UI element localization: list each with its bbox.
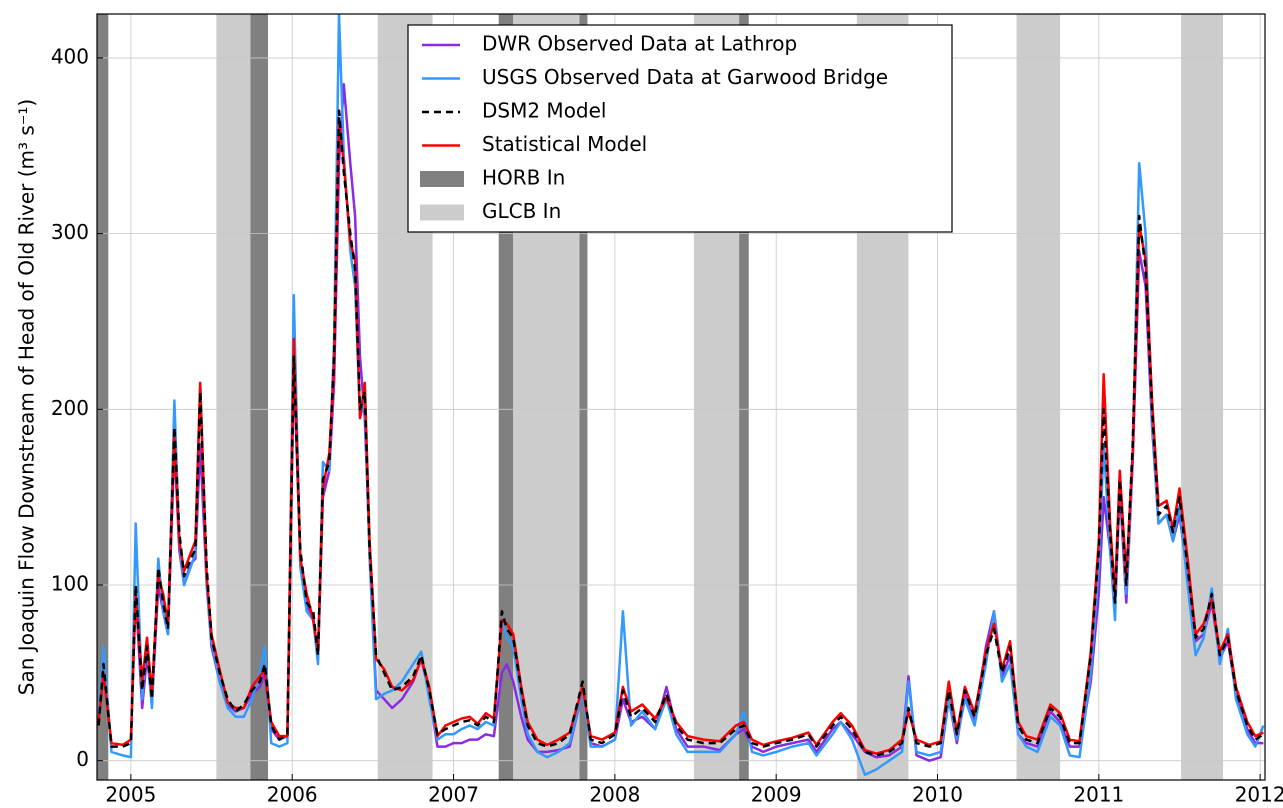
band — [739, 14, 749, 780]
series-line — [134, 83, 1264, 762]
band — [97, 14, 109, 780]
legend-label: USGS Observed Data at Garwood Bridge — [482, 65, 888, 89]
legend-label: HORB In — [482, 166, 565, 190]
series-line — [97, 14, 1265, 776]
band — [216, 14, 251, 780]
x-tick-label: 2008 — [589, 783, 640, 807]
legend-swatch — [420, 171, 464, 187]
x-tick-label: 2009 — [751, 783, 802, 807]
legend-swatch — [420, 204, 464, 221]
y-axis-title: San Joaquin Flow Downstream of Head of O… — [15, 99, 39, 695]
plot-frame — [96, 13, 1266, 781]
y-tick-label: 100 — [51, 571, 89, 595]
x-tick-label: 2012 — [1235, 783, 1283, 807]
series-line — [97, 109, 1265, 757]
x-tick-label: 2005 — [105, 783, 156, 807]
x-tick-label: 2007 — [428, 783, 479, 807]
y-tick-label: 0 — [76, 747, 89, 771]
band — [579, 14, 588, 780]
y-tick-label: 300 — [51, 220, 89, 244]
band — [1181, 14, 1224, 780]
y-tick-label: 200 — [51, 396, 89, 420]
x-tick-label: 2010 — [912, 783, 963, 807]
x-tick-label: 2011 — [1073, 783, 1124, 807]
band — [1016, 14, 1061, 780]
y-tick-label: 400 — [51, 44, 89, 68]
legend-box — [407, 24, 953, 233]
legend-label: DWR Observed Data at Lathrop — [482, 32, 797, 56]
band — [250, 14, 269, 780]
legend-label: DSM2 Model — [482, 99, 606, 123]
legend-label: GLCB In — [482, 199, 561, 223]
x-tick-label: 2006 — [267, 783, 318, 807]
legend-label: Statistical Model — [482, 132, 647, 156]
